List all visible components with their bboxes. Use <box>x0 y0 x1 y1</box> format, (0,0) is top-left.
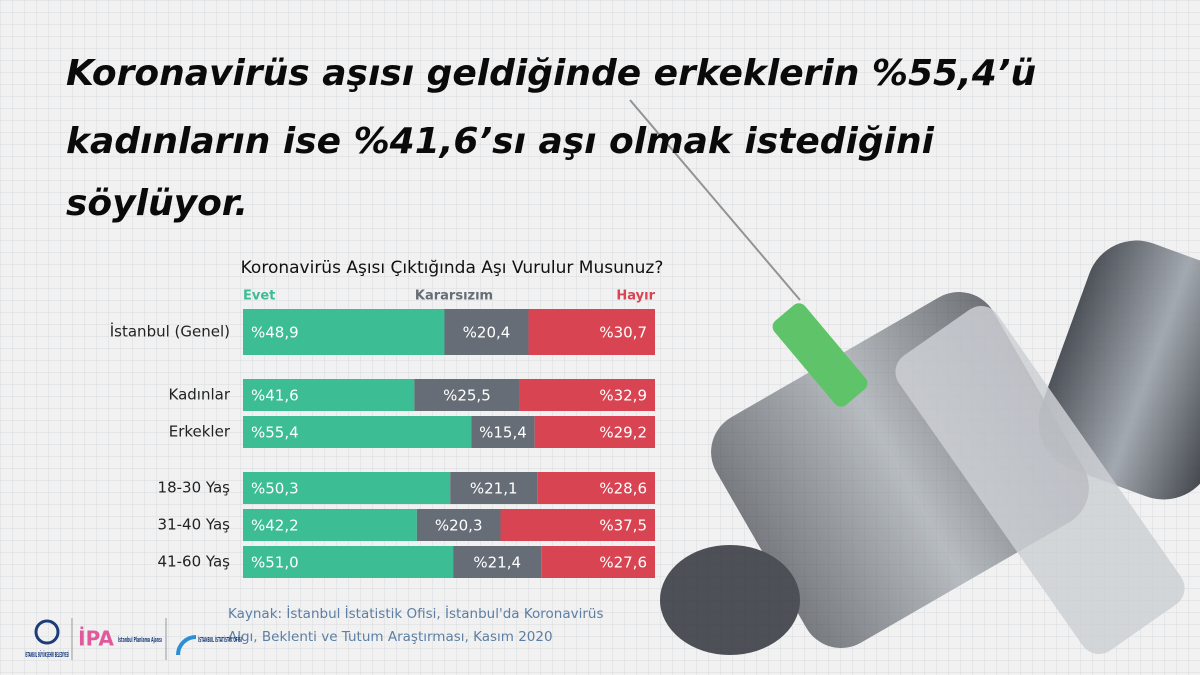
bar-segment <box>537 472 655 504</box>
syringe-illustration <box>629 99 1200 655</box>
value-label: %29,2 <box>599 424 647 442</box>
row-label: Erkekler <box>169 423 231 441</box>
chart-title: Koronavirüs Aşısı Çıktığında Aşı Vurulur… <box>241 258 664 278</box>
source: Kaynak: İstanbul İstatistik Ofisi, İstan… <box>228 604 604 622</box>
bar-segment <box>500 509 655 541</box>
row-label: 41-60 Yaş <box>158 553 231 571</box>
value-label: %50,3 <box>251 480 299 498</box>
value-label: %42,2 <box>251 517 299 535</box>
value-label: %55,4 <box>251 424 299 442</box>
logo-text: İSTANBUL İSTATİSTİK OFİSİ <box>198 635 242 644</box>
bar-segment <box>541 546 655 578</box>
legend-label: Kararsızım <box>415 289 493 304</box>
legend-label: Evet <box>243 289 275 304</box>
logos: İSTANBUL BÜYÜKŞEHİR BELEDİYESİ İPA İstan… <box>25 618 242 660</box>
bar-segment <box>243 416 472 448</box>
iio-logo-icon <box>176 635 197 656</box>
bar-segment <box>243 379 415 411</box>
source: Algı, Beklenti ve Tutum Araştırması, Kas… <box>228 629 553 645</box>
value-label: %48,9 <box>251 324 299 342</box>
value-label: %20,3 <box>435 517 483 535</box>
title-line: kadınların ise %41,6’sı aşı olmak istedi… <box>66 121 935 162</box>
value-label: %25,5 <box>443 387 491 405</box>
bar-segment <box>534 416 655 448</box>
value-label: %15,4 <box>479 424 527 442</box>
bar-segment <box>243 309 445 355</box>
row-label: 18-30 Yaş <box>158 479 231 497</box>
row-label: İstanbul (Genel) <box>110 322 230 341</box>
bar-segment <box>444 309 529 355</box>
bar-segment <box>519 379 655 411</box>
bar-segment <box>416 509 501 541</box>
value-label: %27,6 <box>599 554 647 572</box>
bar-segment <box>414 379 520 411</box>
value-label: %28,6 <box>599 480 647 498</box>
bar-segment <box>450 472 538 504</box>
value-label: %32,9 <box>599 387 647 405</box>
title: Koronavirüs aşısı geldiğinde erkeklerin … <box>66 53 1036 224</box>
bar-segment <box>243 546 454 578</box>
row-label: 31-40 Yaş <box>158 516 231 534</box>
value-label: %51,0 <box>251 554 299 572</box>
logo-text: İstanbul Planlama Ajansı <box>118 635 162 644</box>
logo-text: İPA <box>78 627 114 651</box>
value-label: %41,6 <box>251 387 299 405</box>
value-label: %21,1 <box>470 480 518 498</box>
chart: Evet Kararsızım Hayır İstanbul (Genel) %48,9… <box>110 289 656 578</box>
row-label: Kadınlar <box>169 386 231 404</box>
value-label: %20,4 <box>463 324 511 342</box>
bar-segment <box>243 509 417 541</box>
value-label: %21,4 <box>473 554 521 572</box>
title-line: Koronavirüs aşısı geldiğinde erkeklerin … <box>66 53 1036 94</box>
value-label: %30,7 <box>599 324 647 342</box>
title-line: söylüyor. <box>66 183 248 224</box>
legend-label: Hayır <box>616 289 655 304</box>
ibb-logo-icon <box>34 619 60 645</box>
value-label: %37,5 <box>599 517 647 535</box>
bar-segment <box>471 416 535 448</box>
logo-text: İSTANBUL BÜYÜKŞEHİR BELEDİYESİ <box>25 650 69 659</box>
bar-segment <box>528 309 655 355</box>
bar-segment <box>243 472 451 504</box>
bar-segment <box>453 546 542 578</box>
